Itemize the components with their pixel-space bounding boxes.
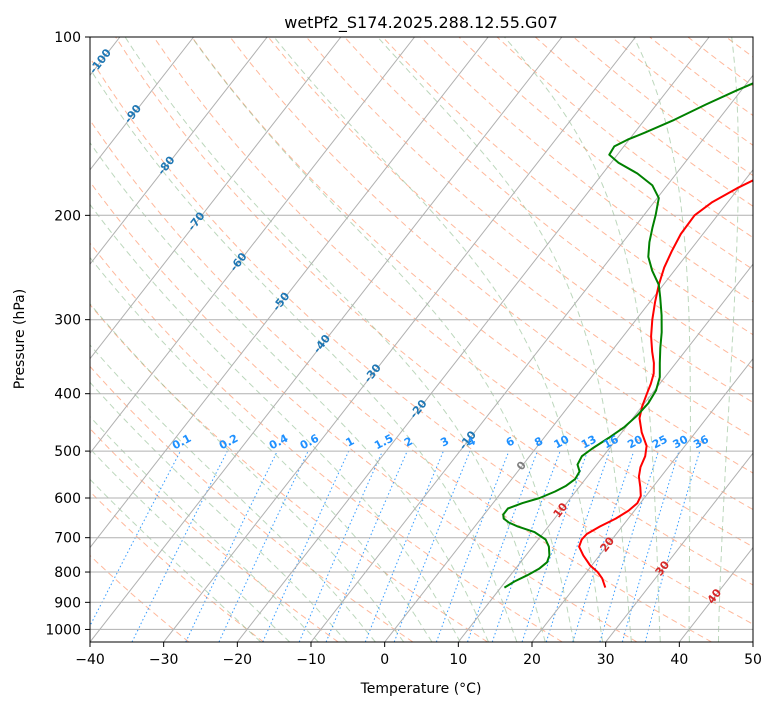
mixing-ratio-line xyxy=(364,450,444,642)
x-tick-label: 40 xyxy=(670,652,688,668)
mixing-ratio-line xyxy=(491,450,561,642)
dry-adiabat xyxy=(90,427,339,642)
mixing-ratio-line xyxy=(599,450,659,642)
mixing-ratio-line xyxy=(435,450,510,642)
moist-adiabat xyxy=(90,303,405,642)
y-axis: 100 200 300 400 500 600 700 800 900 1000 xyxy=(45,30,90,638)
mixing-ratio-label: 16 xyxy=(601,433,621,452)
mixing-ratio-labels: 0.1 0.2 0.4 0.6 1 1.5 2 3 4 6 8 10 13 16 20 25 30 36 xyxy=(170,432,711,453)
isotherm-line xyxy=(310,74,753,642)
mixing-ratio-line xyxy=(298,450,383,642)
isotherm-line xyxy=(384,169,753,642)
x-tick-label: 30 xyxy=(597,652,615,668)
isotherm-line xyxy=(90,37,489,549)
x-tick-label: −10 xyxy=(296,652,326,668)
x-axis-title: Temperature (°C) xyxy=(360,681,482,697)
y-tick-label: 800 xyxy=(54,565,81,581)
y-tick-label: 900 xyxy=(54,595,81,611)
moist-adiabat xyxy=(90,256,433,642)
dry-adiabat xyxy=(90,242,563,642)
isotherm-line xyxy=(531,357,753,642)
chart-title: wetPf2_S174.2025.288.12.55.G07 xyxy=(284,13,558,33)
mixing-ratio-line xyxy=(325,450,408,642)
y-tick-label: 600 xyxy=(54,491,81,507)
mixing-ratio-line xyxy=(521,450,588,642)
mixing-ratio-label: 36 xyxy=(691,433,711,452)
x-axis: −40 −30 −20 −10 0 10 20 30 40 50 xyxy=(75,642,762,668)
y-axis-title: Pressure (hPa) xyxy=(12,289,28,389)
isotherm-line xyxy=(90,37,415,454)
grid-lines xyxy=(90,37,753,642)
moist-adiabat xyxy=(633,37,691,642)
plot-frame xyxy=(89,36,754,643)
y-tick-label: 1000 xyxy=(45,622,81,638)
dry-adiabat xyxy=(382,37,753,336)
isotherm-line xyxy=(90,37,194,171)
mixing-ratio-label: 13 xyxy=(579,433,599,452)
mixing-ratio-label: 30 xyxy=(671,433,691,452)
moist-adiabat xyxy=(191,37,575,642)
y-tick-label: 400 xyxy=(54,387,81,403)
moist-adiabat xyxy=(90,203,461,642)
dry-adiabat xyxy=(90,554,190,642)
moist-adiabat xyxy=(90,67,518,642)
x-tick-label: −30 xyxy=(149,652,179,668)
moist-adiabat xyxy=(124,37,546,642)
y-tick-label: 300 xyxy=(54,313,81,329)
background-lines xyxy=(90,37,775,642)
dry-adiabat xyxy=(90,181,638,642)
temperature-line xyxy=(578,179,753,588)
dry-adiabat xyxy=(229,37,753,474)
dewpoint-line xyxy=(502,82,753,589)
dry-adiabat xyxy=(420,37,753,303)
isotherm-line xyxy=(457,263,753,642)
isotherm-line xyxy=(163,37,636,642)
moist-adiabat xyxy=(718,37,739,642)
mixing-ratio-label: 25 xyxy=(650,433,670,452)
mixing-ratio-line xyxy=(572,450,635,642)
moist-adiabat xyxy=(90,381,348,642)
x-tick-label: 50 xyxy=(744,652,762,668)
moist-adiabat xyxy=(90,415,319,642)
dry-adiabat xyxy=(764,37,775,642)
isotherm-line xyxy=(90,37,268,265)
moist-adiabat xyxy=(273,37,604,642)
y-tick-label: 100 xyxy=(54,30,81,46)
moist-adiabat xyxy=(377,37,632,642)
profile-lines xyxy=(502,82,753,589)
mixing-ratio-line xyxy=(545,450,611,642)
x-tick-label: 20 xyxy=(523,652,541,668)
dry-adiabat xyxy=(191,37,753,511)
x-tick-label: 0 xyxy=(380,652,389,668)
mixing-ratio-label: 20 xyxy=(625,433,645,452)
x-tick-label: 10 xyxy=(449,652,467,668)
dry-adiabat xyxy=(90,119,712,642)
y-tick-label: 500 xyxy=(54,444,81,460)
y-tick-label: 200 xyxy=(54,208,81,224)
isotherm-line xyxy=(752,641,753,642)
isotherm-line xyxy=(90,37,342,360)
x-tick-label: −40 xyxy=(75,652,105,668)
isotherm-line xyxy=(605,452,753,642)
dry-adiabat xyxy=(115,37,753,586)
isotherm-line xyxy=(90,37,563,642)
moist-adiabat xyxy=(504,37,661,642)
mixing-ratio-label: 10 xyxy=(552,433,572,452)
dry-adiabat xyxy=(90,56,753,625)
plot-background xyxy=(90,37,753,642)
x-tick-label: −20 xyxy=(223,652,253,668)
dry-adiabat xyxy=(90,303,488,642)
dry-adiabat xyxy=(267,37,753,438)
mixing-ratio-line xyxy=(467,450,538,642)
moist-adiabat xyxy=(90,141,489,642)
y-tick-label: 700 xyxy=(54,531,81,547)
mixing-ratio-line xyxy=(262,450,350,642)
mixing-ratio-line xyxy=(621,450,680,642)
